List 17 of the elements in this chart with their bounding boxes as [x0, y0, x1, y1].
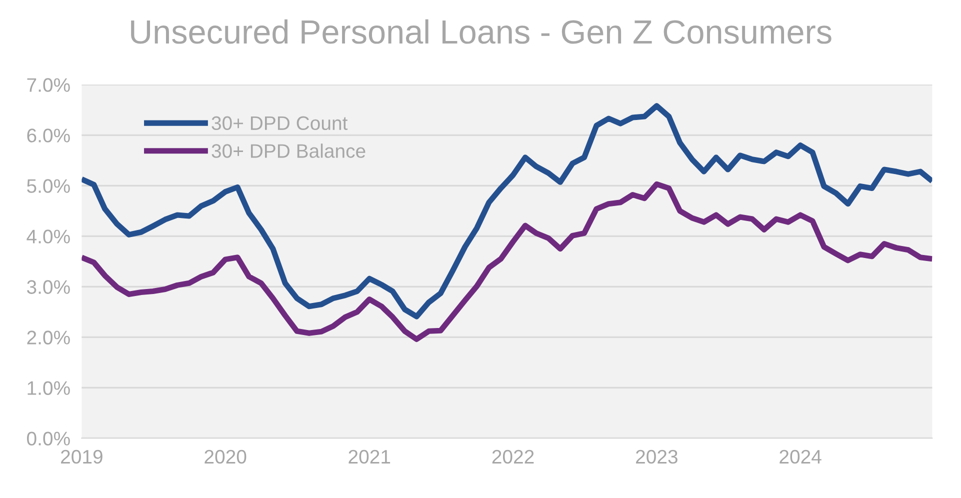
- y-tick-label: 7.0%: [27, 78, 70, 92]
- y-tick-label: 5.0%: [27, 179, 70, 193]
- x-tick-label: 2019: [61, 450, 102, 464]
- legend-label: 30+ DPD Balance: [212, 144, 366, 158]
- y-tick-label: 0.0%: [27, 432, 70, 446]
- x-tick-label: 2021: [348, 450, 390, 464]
- legend-label: 30+ DPD Count: [212, 116, 348, 130]
- y-tick-label: 3.0%: [26, 280, 70, 294]
- y-tick-label: 1.0%: [28, 381, 70, 395]
- y-tick-label: 6.0%: [27, 128, 70, 142]
- x-tick-label: 2020: [204, 450, 246, 464]
- y-tick-label: 2.0%: [27, 330, 70, 344]
- x-tick-label: 2023: [636, 450, 678, 464]
- x-tick-label: 2024: [780, 450, 822, 464]
- chart-title: Unsecured Personal Loans - Gen Z Consumers: [131, 19, 832, 44]
- y-tick-label: 4.0%: [26, 230, 70, 244]
- x-tick-label: 2022: [492, 450, 534, 464]
